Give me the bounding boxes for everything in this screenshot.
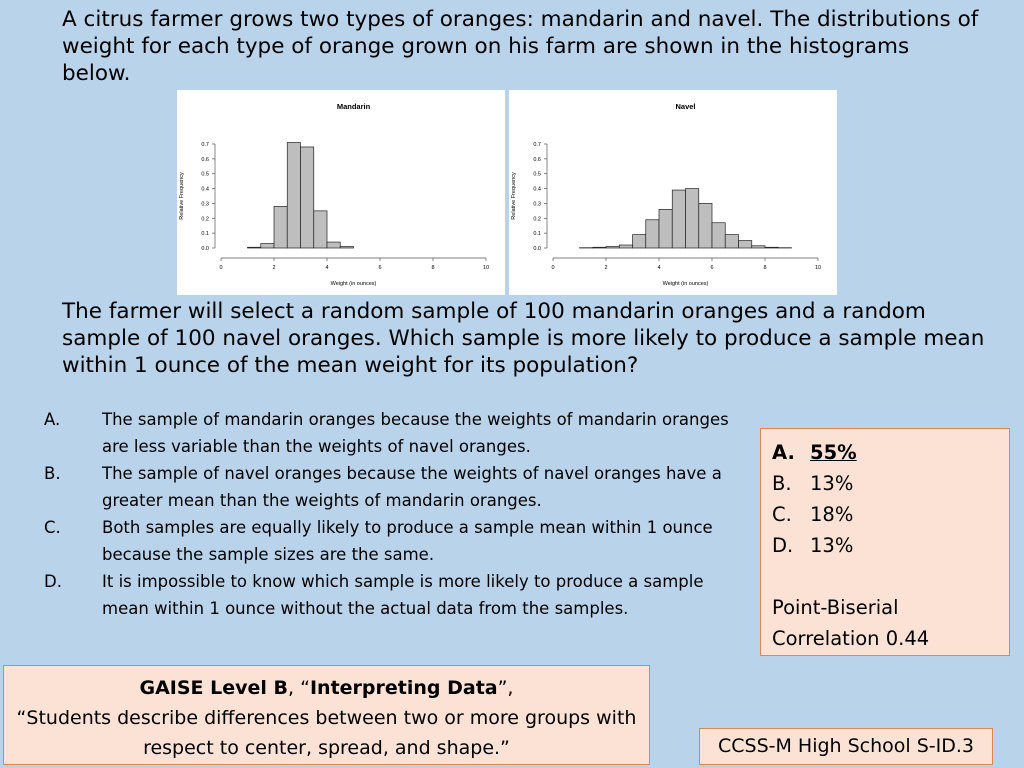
histogram-bar: [273, 206, 288, 249]
gaise-level: GAISE Level B: [139, 677, 289, 699]
y-tick-label: 0.7: [533, 142, 541, 148]
y-tick-label: 0.7: [201, 142, 209, 148]
y-tick-label: 0.6: [533, 157, 541, 163]
correlation-value: Correlation 0.44: [772, 627, 930, 650]
y-tick-label: 0.5: [533, 172, 541, 178]
x-tick-label: 10: [483, 265, 489, 271]
y-tick-label: 0.6: [201, 157, 209, 163]
answer-stats-box: A. 55% B. 13% C. 18% D. 13% Point-Biseri…: [760, 428, 1010, 656]
y-tick-label: 0.4: [533, 187, 541, 193]
answer-stat-b: B. 13%: [772, 468, 998, 499]
histogram-bar: [658, 209, 673, 249]
histogram-bar: [326, 241, 341, 249]
answer-options: A. The sample of mandarin oranges becaus…: [44, 406, 734, 622]
x-tick-label: 2: [604, 265, 607, 271]
mandarin-histogram-svg: Mandarin 0.0 0.1 0.2 0.3 0.4 0.5 0.6 0.7 Relative…: [179, 102, 489, 287]
option-letter: C.: [44, 518, 61, 537]
histogram-bar: [260, 243, 275, 249]
navel-histogram-svg: Navel 0.0 0.1 0.2 0.3 0.4 0.5 0.6 0.7 Relative Fr…: [511, 102, 821, 287]
gaise-close: ”,: [497, 677, 514, 699]
y-tick-label: 0.5: [201, 172, 209, 178]
option-text: Both samples are equally likely to produ…: [102, 518, 713, 564]
gaise-quote: “Students describe differences between t…: [16, 707, 637, 759]
histogram-bar: [724, 234, 739, 249]
gaise-box: GAISE Level B, “Interpreting Data”, “Stu…: [3, 665, 650, 765]
y-tick-label: 0.1: [533, 231, 541, 237]
histogram-bar: [764, 246, 779, 249]
ccss-standard-box: CCSS-M High School S-ID.3: [699, 728, 993, 765]
answer-stat-a: A. 55%: [772, 437, 998, 468]
gaise-heading: GAISE Level B, “Interpreting Data”,: [4, 673, 649, 703]
chart-title: Mandarin: [337, 102, 371, 111]
histogram-bar: [605, 246, 620, 249]
option-letter: A.: [44, 410, 61, 429]
x-tick-label: 4: [657, 265, 660, 271]
y-tick-label: 0.0: [533, 246, 541, 252]
histogram-bar: [738, 240, 753, 249]
option-letter: B.: [44, 464, 61, 483]
x-tick-label: 0: [219, 265, 222, 271]
histogram-bar: [671, 189, 686, 249]
option-text: It is impossible to know which sample is…: [102, 572, 704, 618]
answer-stat-value: 18%: [810, 503, 854, 526]
option-c: C. Both samples are equally likely to pr…: [44, 514, 734, 568]
x-tick-label: 8: [763, 265, 766, 271]
answer-stat-letter: D.: [772, 534, 794, 557]
mandarin-histogram: Mandarin 0.0 0.1 0.2 0.3 0.4 0.5 0.6 0.7 Relative…: [177, 90, 505, 295]
answer-stat-value: 55%: [810, 441, 857, 464]
answer-stat-c: C. 18%: [772, 499, 998, 530]
gaise-separator: , “: [288, 677, 310, 699]
histogram-bar: [286, 142, 301, 249]
answer-stat-value: 13%: [810, 534, 854, 557]
answer-stat-letter: A.: [772, 441, 795, 464]
y-tick-label: 0.4: [201, 187, 209, 193]
answer-stat-d: D. 13%: [772, 530, 998, 561]
x-tick-label: 6: [378, 265, 381, 271]
question-text: The farmer will select a random sample o…: [62, 299, 985, 378]
x-tick-label: 0: [551, 265, 554, 271]
gaise-topic: Interpreting Data: [309, 677, 498, 699]
point-biserial-label: Point-Biserial: [772, 596, 899, 619]
histogram-bar: [592, 246, 607, 249]
chart-title: Navel: [675, 102, 695, 111]
x-axis-label: Weight (in ounces): [331, 281, 377, 287]
histogram-bar: [300, 146, 315, 249]
x-tick-label: 2: [272, 265, 275, 271]
y-axis-label: Relative Frequency: [511, 172, 517, 220]
histogram-bar: [618, 244, 633, 249]
histogram-bar: [645, 219, 660, 249]
option-d: D. It is impossible to know which sample…: [44, 568, 734, 622]
y-axis-label: Relative Frequency: [179, 172, 185, 220]
option-text: The sample of navel oranges because the …: [102, 464, 722, 510]
histogram-bar: [685, 188, 700, 249]
histogram-bar: [632, 234, 647, 249]
y-tick-label: 0.0: [201, 246, 209, 252]
option-letter: D.: [44, 572, 62, 591]
x-tick-label: 8: [431, 265, 434, 271]
option-b: B. The sample of navel oranges because t…: [44, 460, 734, 514]
y-tick-label: 0.3: [201, 201, 209, 207]
answer-stat-letter: B.: [772, 472, 792, 495]
x-tick-label: 10: [815, 265, 821, 271]
x-tick-label: 6: [710, 265, 713, 271]
y-tick-label: 0.3: [533, 201, 541, 207]
intro-text: A citrus farmer grows two types of orang…: [62, 7, 979, 86]
option-a: A. The sample of mandarin oranges becaus…: [44, 406, 734, 460]
y-tick-label: 0.2: [201, 216, 209, 222]
option-text: The sample of mandarin oranges because t…: [102, 410, 729, 456]
x-axis-label: Weight (in ounces): [663, 281, 709, 287]
y-tick-label: 0.2: [533, 216, 541, 222]
histogram-bar: [698, 203, 713, 249]
histogram-bar: [313, 210, 328, 249]
answer-stat-letter: C.: [772, 503, 792, 526]
answer-stat-value: 13%: [810, 472, 854, 495]
histogram-bar: [751, 245, 766, 249]
histogram-bar: [339, 246, 354, 249]
histogram-bar: [711, 222, 726, 249]
y-tick-label: 0.1: [201, 231, 209, 237]
x-tick-label: 4: [325, 265, 328, 271]
histogram-bar: [247, 246, 262, 249]
navel-histogram: Navel 0.0 0.1 0.2 0.3 0.4 0.5 0.6 0.7 Relative Fr…: [509, 90, 837, 295]
